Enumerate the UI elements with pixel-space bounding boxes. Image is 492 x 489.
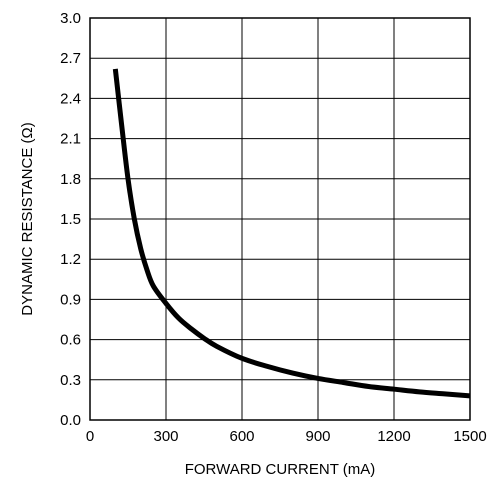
series-layer: [112, 68, 471, 399]
y-tick-label: 2.7: [60, 50, 81, 67]
x-tick-label: 300: [153, 428, 178, 445]
y-tick-label: 1.8: [60, 171, 81, 188]
y-axis-title: DYNAMIC RESISTANCE (Ω): [19, 122, 36, 315]
y-tick-labels: 0.0 0.3 0.6 0.9 1.2 1.5 1.8 2.1 2.4 2.7 3.0: [60, 10, 81, 429]
y-tick-label: 2.4: [60, 90, 81, 107]
plot-frame: [89, 17, 471, 421]
x-tick-label: 0: [86, 428, 94, 445]
x-tick-labels: 0 300 600 900 1200 1500: [86, 428, 487, 445]
x-tick-label: 1200: [377, 428, 410, 445]
grid-lines: [90, 18, 470, 420]
y-tick-label: 1.2: [60, 251, 81, 268]
x-tick-label: 1500: [453, 428, 486, 445]
y-tick-label: 3.0: [60, 10, 81, 27]
y-tick-label: 0.6: [60, 332, 81, 349]
y-tick-label: 1.5: [60, 211, 81, 228]
x-axis-title: FORWARD CURRENT (mA): [185, 461, 376, 478]
x-tick-label: 600: [229, 428, 254, 445]
x-tick-label: 900: [305, 428, 330, 445]
y-tick-label: 0.0: [60, 412, 81, 429]
y-tick-label: 0.3: [60, 372, 81, 389]
resistance-curve: [112, 68, 471, 399]
y-tick-label: 2.1: [60, 131, 81, 148]
y-tick-label: 0.9: [60, 291, 81, 308]
plot-border: [89, 17, 471, 421]
